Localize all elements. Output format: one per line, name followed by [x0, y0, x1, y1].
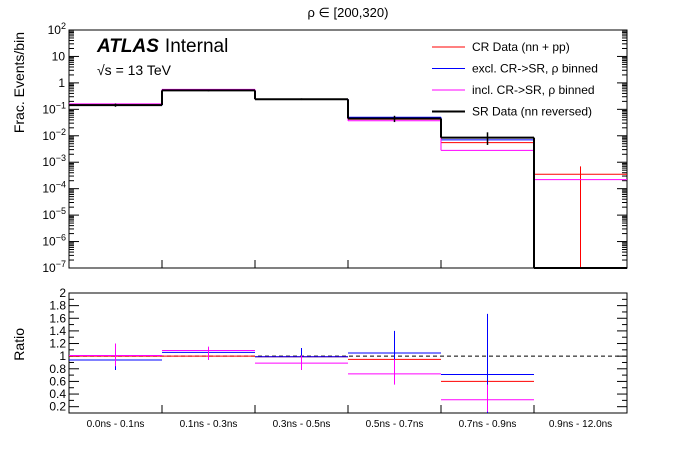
ratio-y-tick-label: 0.4: [49, 387, 66, 401]
y-tick-label: 10−6: [42, 233, 66, 249]
x-category-label: 0.9ns - 12.0ns: [549, 419, 612, 430]
y-tick-label: 10−3: [42, 153, 66, 169]
y-tick-label: 10−2: [42, 127, 66, 143]
y-tick-label: 102: [48, 21, 66, 37]
y-axis-label: Frac. Events/bin: [11, 32, 27, 133]
ratio-y-tick-label: 0.6: [49, 374, 66, 388]
y-tick-label: 1: [58, 76, 65, 90]
series-sr-data-nn-reversed-: [69, 89, 627, 269]
atlas-label: ATLAS Internal: [96, 36, 228, 57]
ratio-y-tick-label: 1.4: [49, 324, 66, 338]
ratio-y-tick-label: 1: [59, 349, 66, 363]
x-category-label: 0.3ns - 0.5ns: [273, 419, 331, 430]
ratio-y-tick-label: 0.2: [49, 400, 66, 414]
ratio-y-axis-label: Ratio: [11, 328, 27, 361]
y-tick-label: 10−1: [42, 100, 66, 116]
y-tick-label: 10−5: [42, 206, 66, 222]
ratio-panel: 0.20.40.60.811.21.41.61.82 Ratio 0.0ns - 0…: [11, 286, 628, 430]
x-category-label: 0.0ns - 0.1ns: [87, 419, 145, 430]
chart-title: ρ ∈ [200,320): [308, 5, 389, 20]
legend-label: excl. CR->SR, ρ binned: [472, 62, 598, 76]
y-tick-label: 10−7: [42, 259, 66, 275]
ratio-y-tick-label: 1.8: [49, 299, 66, 313]
y-tick-label: 10−4: [42, 180, 66, 196]
x-category-label: 0.5ns - 0.7ns: [366, 419, 424, 430]
ratio-y-tick-label: 2: [59, 286, 66, 300]
ratio-y-tick-label: 0.8: [49, 362, 66, 376]
y-tick-label: 10: [52, 49, 66, 63]
main-panel: 10−7 10−6 10−5 10−4 10−3 10−2 10−1 1 10 102 Frac. …: [11, 21, 628, 275]
legend-label: CR Data (nn + pp): [472, 40, 570, 54]
legend-label: SR Data (nn reversed): [472, 105, 592, 119]
energy-label: √s = 13 TeV: [97, 62, 172, 78]
legend-label: incl. CR->SR, ρ binned: [472, 83, 595, 97]
x-category-label: 0.1ns - 0.3ns: [180, 419, 238, 430]
ratio-y-tick-label: 1.6: [49, 311, 66, 325]
ratio-series-incl-cr-sr-binned: [69, 343, 534, 412]
ratio-y-tick-label: 1.2: [49, 337, 66, 351]
x-category-label: 0.7ns - 0.9ns: [459, 419, 517, 430]
